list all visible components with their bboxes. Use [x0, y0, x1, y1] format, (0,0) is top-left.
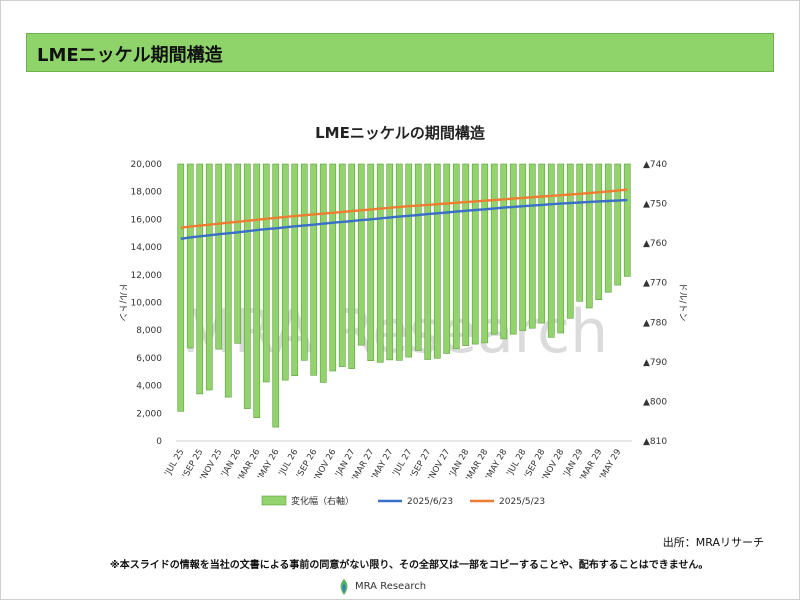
left-axis: 0 2,000 4,000 6,000 8,000 10,000 12,000 14,000 1… [131, 160, 163, 447]
bar-40 [557, 163, 565, 334]
bar-5 [224, 163, 232, 398]
right-tick-label: ▲780 [643, 318, 667, 328]
legend: 変化幅（右軸） 2025/6/23 2025/5/23 [261, 495, 545, 507]
bar-17 [338, 163, 346, 367]
bar-0 [177, 163, 185, 412]
bar-32 [481, 163, 489, 344]
bar-30 [462, 163, 470, 346]
bar-46 [614, 163, 622, 286]
bar-37 [528, 163, 536, 329]
bar-19 [357, 163, 365, 346]
lines-group [180, 188, 628, 240]
bar-6 [234, 163, 242, 344]
bar-36 [519, 163, 527, 331]
bar-9 [262, 163, 270, 383]
right-tick-label: ▲760 [643, 239, 667, 249]
logo-mark-icon [340, 579, 348, 595]
bar-27 [433, 163, 441, 359]
legend-label-bars: 変化幅（右軸） [291, 495, 354, 507]
right-tick-label: ▲740 [643, 160, 667, 170]
right-tick-label: ▲790 [643, 358, 667, 368]
left-tick-label: 18,000 [131, 188, 163, 198]
bar-10 [272, 163, 280, 428]
left-tick-label: 0 [156, 437, 162, 447]
bar-25 [414, 163, 422, 351]
bar-35 [509, 163, 517, 335]
bar-41 [566, 163, 574, 319]
bar-22 [386, 163, 394, 361]
bar-15 [319, 163, 327, 383]
legend-label-line-2: 2025/5/23 [499, 497, 545, 507]
bar-31 [471, 163, 479, 345]
bar-18 [348, 163, 356, 369]
bar-33 [490, 163, 498, 335]
bar-11 [281, 163, 289, 381]
left-tick-label: 4,000 [136, 382, 162, 392]
left-tick-label: 12,000 [131, 271, 163, 281]
line-series-2 [180, 188, 628, 229]
bar-4 [215, 163, 223, 350]
right-tick-label: ▲750 [643, 200, 667, 210]
footer-logo-text: MRA Research [355, 581, 427, 592]
left-tick-label: 14,000 [131, 243, 163, 253]
bar-16 [329, 163, 337, 372]
left-tick-label: 6,000 [136, 354, 162, 364]
bar-26 [424, 163, 432, 360]
bar-24 [405, 163, 413, 358]
line-series-1 [180, 198, 628, 240]
bar-28 [443, 163, 451, 354]
bar-23 [395, 163, 403, 361]
left-tick-label: 16,000 [131, 215, 163, 225]
bar-47 [623, 163, 631, 277]
bar-29 [452, 163, 460, 350]
bar-8 [253, 163, 261, 418]
bar-2 [196, 163, 204, 395]
bar-14 [310, 163, 318, 376]
bar-7 [243, 163, 251, 409]
source-note: 出所：MRAリサーチ [662, 536, 764, 549]
right-tick-label: ▲800 [643, 397, 667, 407]
bar-3 [205, 163, 213, 391]
page-title: LMEニッケル期間構造 [37, 45, 223, 66]
bar-38 [538, 163, 546, 324]
bar-39 [547, 163, 555, 338]
bar-21 [376, 163, 384, 363]
bars-group [177, 163, 631, 428]
bar-43 [585, 163, 593, 309]
left-tick-label: 10,000 [131, 299, 163, 309]
right-axis: ▲740 ▲750 ▲760 ▲770 ▲780 ▲790 ▲800 ▲810 [643, 160, 667, 447]
bar-20 [367, 163, 375, 361]
right-tick-label: ▲810 [643, 437, 667, 447]
left-tick-label: 20,000 [131, 160, 163, 170]
x-axis: 'JUL 25'SEP 25'NOV 25'JAN 26'MAR 26'MAY … [163, 440, 632, 483]
bar-44 [595, 163, 603, 300]
bar-34 [500, 163, 508, 340]
right-tick-label: ▲770 [643, 279, 667, 289]
left-tick-label: 8,000 [136, 326, 162, 336]
left-tick-label: 2,000 [136, 409, 162, 419]
copyright-notice: ※本スライドの情報を当社の文書による事前の同意がない限り、その全部又は一部をコピ… [110, 560, 709, 571]
bar-45 [604, 163, 612, 293]
legend-label-line-1: 2025/6/23 [407, 497, 453, 507]
chart-title: LMEニッケルの期間構造 [315, 124, 485, 142]
bar-42 [576, 163, 584, 302]
legend-swatch-bars [261, 495, 287, 506]
bar-13 [300, 163, 308, 361]
left-axis-label: ドル/トン [117, 282, 127, 321]
watermark: MRA Research [182, 297, 608, 367]
title-bar: LMEニッケル期間構造 [26, 33, 774, 72]
bar-1 [186, 163, 194, 349]
bar-12 [291, 163, 299, 376]
right-axis-label: ドル/トン [677, 282, 687, 321]
footer-logo: MRA Research [335, 578, 426, 596]
